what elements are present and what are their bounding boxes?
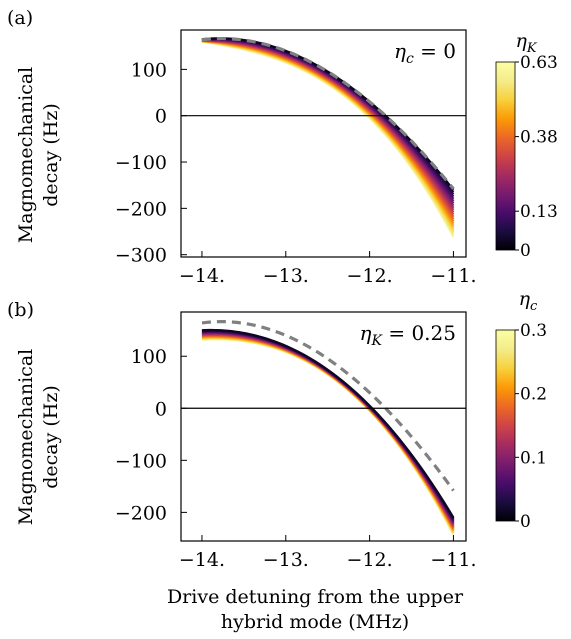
panel-a-ylabel-line2: decay (Hz) [40,103,62,207]
panel-a-xtick-label: −13. [263,265,309,287]
xlabel-line1: Drive detuning from the upper [167,586,464,608]
panel-b-ytick-label: 100 [131,346,167,368]
curve-a-10 [201,39,455,213]
curve-b-20 [201,337,455,535]
panel-a-cbtick-label: 0.63 [520,53,558,73]
curve-a-18 [201,40,455,231]
panel-a-curve-family [201,37,455,238]
curve-b-11 [201,333,455,528]
panel-b-ytick-label: −100 [115,450,167,472]
panel-b-ylabel-line1: Magnomechanical [15,349,37,525]
panel-b-colorbar-layer: 0.3 0.2 0.1 0 ηc [495,288,547,532]
panel-b-colorbar-label: ηc [519,288,538,314]
panel-a-ytick-label: −200 [115,198,167,220]
curve-b-12 [201,334,455,528]
panel-a: (a) 100 0 −100 −200 −300 −14. −13. −12. −11. ηc =… [7,7,558,287]
panel-b-ytick-label: 0 [155,398,167,420]
panel-b-ylabel-line2: decay (Hz) [40,385,62,489]
panel-a-ytick-label: −300 [115,245,167,267]
panel-a-ytick-label: 0 [155,106,167,128]
panel-a-label: (a) [7,7,33,29]
curve-b-13 [201,334,455,529]
curve-a-12 [201,39,455,218]
curve-b-8 [201,332,455,525]
curve-b-17 [201,336,455,532]
panel-a-ytick-label: −100 [115,152,167,174]
curve-b-16 [201,335,455,532]
curve-b-10 [201,333,455,527]
panel-a-colorbar-layer: 0.63 0.38 0.13 0 ηK [495,30,558,261]
panel-b-colorbar [495,329,516,522]
curve-b-15 [201,335,455,531]
panel-b-annotation: ηK = 0.25 [360,321,456,349]
panel-b-cbtick-label: 0.3 [520,321,547,341]
curve-b-3 [201,330,455,521]
curve-b-1 [201,329,455,519]
panel-b-axes-frame [180,311,467,542]
panel-a-ylabel-line1: Magnomechanical [15,67,37,243]
curve-b-18 [201,336,455,533]
curve-a-9 [201,39,455,211]
curve-b-2 [201,329,455,520]
curve-b-5 [201,331,455,523]
curve-a-15 [201,39,455,225]
curve-b-19 [201,337,455,534]
panel-a-colorbar-label: ηK [515,30,537,56]
panel-a-axes-frame [180,29,467,258]
panel-a-colorbar [495,61,516,251]
curve-a-16 [201,39,455,227]
panel-a-xtick-label: −14. [179,265,225,287]
panel-a-xtick-label: −12. [347,265,393,287]
panel-b-cbtick-label: 0.1 [520,448,547,468]
curve-a-5 [201,38,455,202]
curve-b-0 [201,328,455,519]
panel-b-xtick-label: −11. [430,549,476,571]
panel-a-cbtick-label: 0.13 [520,202,558,222]
panel-a-xtick-label: −11. [430,265,476,287]
panel-b-reference-curve [201,320,455,492]
curve-b-14 [201,335,455,530]
curve-a-6 [201,38,455,204]
panel-a-cbtick-label: 0.38 [520,128,558,148]
panel-b-label: (b) [7,299,34,321]
panel-b-plot-layer: 100 0 −100 −200 −14. −13. −12. −11. ηK = 0.25 [115,311,476,571]
curve-a-7 [201,38,455,207]
panel-b-ytick-label: −200 [115,502,167,524]
curve-b-4 [201,330,455,522]
panel-b: (b) 100 0 −100 −200 −14. −13. −12. −11. ηK = 0.2… [7,288,547,571]
xlabel-line2: hybrid mode (MHz) [221,611,409,633]
curve-a-11 [201,39,455,216]
panel-a-cbtick-label: 0 [520,241,531,261]
panel-a-annotation: ηc = 0 [394,39,456,67]
curve-a-14 [201,39,455,222]
panel-a-ytick-label: 100 [131,59,167,81]
curve-a-19 [201,40,455,234]
curve-b-9 [201,332,455,526]
panel-b-xtick-label: −12. [347,549,393,571]
curve-a-13 [201,39,455,220]
panel-b-cbtick-label: 0 [520,512,531,532]
curve-a-8 [201,39,455,209]
panel-b-curve-family [201,328,455,536]
curve-a-17 [201,40,455,229]
panel-b-xtick-label: −13. [263,549,309,571]
panel-a-plot-layer: 100 0 −100 −200 −300 −14. −13. −12. −11. ηc = 0 [115,29,476,287]
curve-b-6 [201,331,455,524]
panel-b-xtick-label: −14. [179,549,225,571]
panel-a-reference-curve [201,36,455,190]
curve-b-7 [201,331,455,524]
panel-b-cbtick-label: 0.2 [520,385,547,405]
